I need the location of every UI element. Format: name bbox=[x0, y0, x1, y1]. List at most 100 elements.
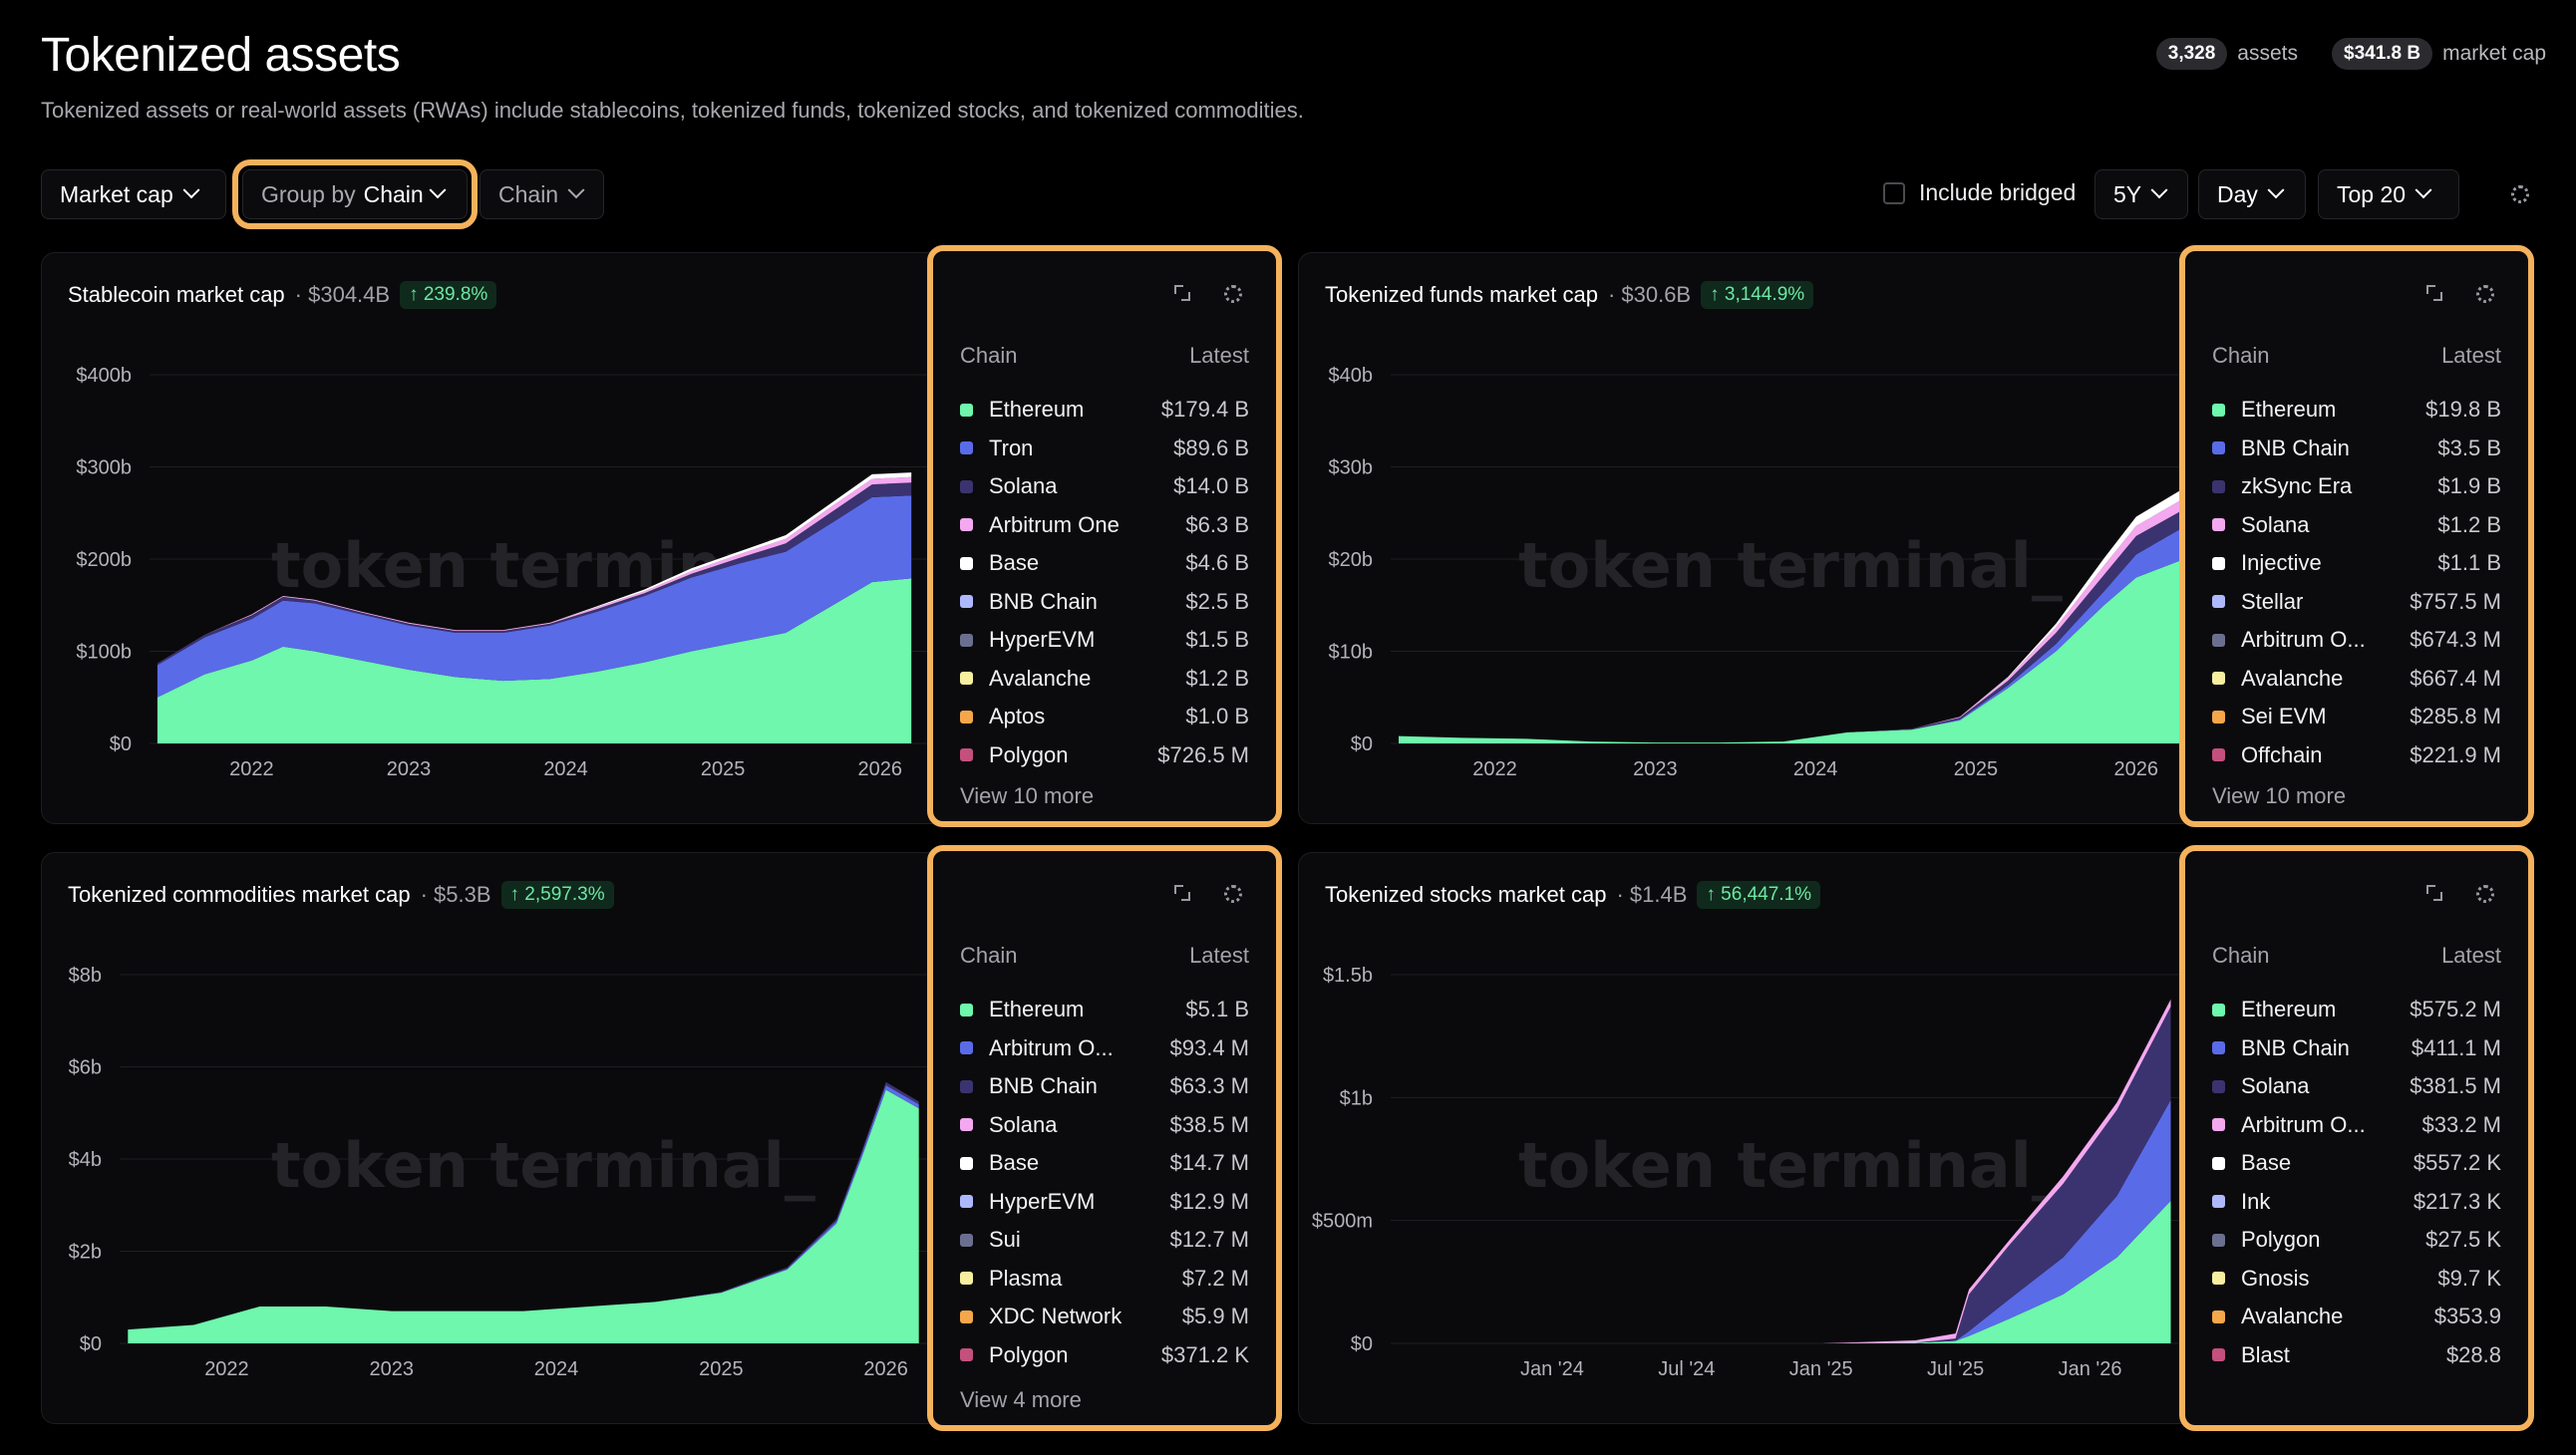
legend-item[interactable]: Polygon $371.2 K bbox=[960, 1336, 1249, 1375]
chart-title: Tokenized stocks market cap bbox=[1325, 882, 1607, 907]
legend-item[interactable]: BNB Chain $3.5 B bbox=[2212, 430, 2501, 468]
legend-item-value: $1.0 B bbox=[1185, 704, 1249, 729]
chevron-down-icon bbox=[429, 181, 447, 199]
legend-swatch bbox=[2212, 1348, 2225, 1362]
legend-item[interactable]: BNB Chain $411.1 M bbox=[2212, 1029, 2501, 1068]
legend-swatch bbox=[960, 595, 973, 609]
group-by-dropdown[interactable]: Group by Chain bbox=[232, 159, 478, 229]
legend-swatch bbox=[2212, 1310, 2225, 1323]
legend-item-value: $667.4 M bbox=[2410, 665, 2501, 691]
view-more-link[interactable]: View 10 more bbox=[960, 783, 1095, 808]
legend-item[interactable]: Ethereum $19.8 B bbox=[2212, 391, 2501, 430]
metric-dropdown[interactable]: Market cap bbox=[41, 169, 226, 219]
legend-item[interactable]: BNB Chain $2.5 B bbox=[960, 583, 1249, 622]
chart-header: Tokenized commodities market cap · $5.3B… bbox=[68, 881, 614, 909]
legend-item[interactable]: Injective $1.1 B bbox=[2212, 544, 2501, 583]
legend-item[interactable]: Blast $28.8 bbox=[2212, 1336, 2501, 1375]
legend-swatch bbox=[960, 1233, 973, 1247]
page-subtitle: Tokenized assets or real-world assets (R… bbox=[41, 98, 1304, 123]
expand-icon[interactable] bbox=[1174, 885, 1190, 901]
x-tick-label: 2024 bbox=[543, 758, 588, 780]
legend-item[interactable]: Plasma $7.2 M bbox=[960, 1260, 1249, 1299]
legend-item[interactable]: Gnosis $9.7 K bbox=[2212, 1260, 2501, 1299]
watermark: token terminal_ bbox=[1518, 1129, 2063, 1202]
top-n-dropdown[interactable]: Top 20 bbox=[2318, 169, 2459, 219]
legend-item[interactable]: Solana $14.0 B bbox=[960, 467, 1249, 506]
legend-item[interactable]: Arbitrum One $6.3 B bbox=[960, 506, 1249, 545]
legend-item[interactable]: Polygon $27.5 K bbox=[2212, 1221, 2501, 1260]
gear-icon[interactable] bbox=[1224, 885, 1242, 903]
legend-item[interactable]: Base $4.6 B bbox=[960, 544, 1249, 583]
legend-item[interactable]: Polygon $726.5 M bbox=[960, 736, 1249, 775]
legend-item[interactable]: Ethereum $575.2 M bbox=[2212, 991, 2501, 1029]
legend-item-value: $1.9 B bbox=[2437, 473, 2501, 499]
legend-item[interactable]: Sui $12.7 M bbox=[960, 1221, 1249, 1260]
legend-item[interactable]: Avalanche $1.2 B bbox=[960, 660, 1249, 699]
legend-item[interactable]: Ethereum $179.4 B bbox=[960, 391, 1249, 430]
chart-legend: Chain Latest Ethereum $575.2 M BNB Chain… bbox=[2179, 845, 2534, 1431]
legend-item[interactable]: Avalanche $353.9 bbox=[2212, 1298, 2501, 1336]
gear-icon[interactable] bbox=[2476, 285, 2494, 303]
legend-item-name: HyperEVM bbox=[989, 627, 1096, 653]
legend-item-value: $353.9 bbox=[2433, 1304, 2501, 1329]
include-bridged-checkbox[interactable] bbox=[1883, 181, 1905, 204]
legend-item[interactable]: Arbitrum O... $93.4 M bbox=[960, 1029, 1249, 1068]
legend-item[interactable]: Solana $38.5 M bbox=[960, 1106, 1249, 1145]
legend-item[interactable]: Arbitrum O... $674.3 M bbox=[2212, 621, 2501, 660]
y-tick-label: $0 bbox=[1351, 733, 1373, 755]
gear-icon[interactable] bbox=[1224, 285, 1242, 303]
toolbar: Market cap Group by Chain Chain Include … bbox=[41, 159, 2546, 229]
expand-icon[interactable] bbox=[2426, 885, 2442, 901]
legend-col-chain: Chain bbox=[960, 343, 1018, 368]
legend-item-value: $93.4 M bbox=[1169, 1034, 1250, 1060]
legend-item-value: $1.1 B bbox=[2437, 550, 2501, 576]
legend-item-value: $757.5 M bbox=[2410, 588, 2501, 614]
legend-swatch bbox=[2212, 556, 2225, 570]
legend-item-value: $14.7 M bbox=[1169, 1150, 1250, 1176]
expand-icon[interactable] bbox=[2426, 285, 2442, 301]
legend-item[interactable]: zkSync Era $1.9 B bbox=[2212, 467, 2501, 506]
legend-swatch bbox=[960, 710, 973, 724]
legend-item[interactable]: Tron $89.6 B bbox=[960, 430, 1249, 468]
legend-item[interactable]: Solana $381.5 M bbox=[2212, 1067, 2501, 1106]
range-dropdown[interactable]: 5Y bbox=[2094, 169, 2188, 219]
x-tick-label: 2024 bbox=[1793, 758, 1838, 780]
chain-filter-dropdown[interactable]: Chain bbox=[480, 169, 604, 219]
legend-swatch bbox=[2212, 1233, 2225, 1247]
legend-item-value: $38.5 M bbox=[1169, 1111, 1250, 1137]
legend-item[interactable]: Offchain $221.9 M bbox=[2212, 736, 2501, 775]
legend-item[interactable]: Solana $1.2 B bbox=[2212, 506, 2501, 545]
legend-item-name: Arbitrum One bbox=[989, 511, 1120, 537]
legend-item[interactable]: Avalanche $667.4 M bbox=[2212, 660, 2501, 699]
view-more-link[interactable]: View 10 more bbox=[2212, 783, 2347, 808]
view-more-link[interactable]: View 4 more bbox=[960, 1387, 1082, 1412]
y-tick-label: $20b bbox=[1329, 549, 1374, 571]
legend-item[interactable]: XDC Network $5.9 M bbox=[960, 1298, 1249, 1336]
x-tick-label: 2023 bbox=[1633, 758, 1678, 780]
metric-dropdown-label: Market cap bbox=[60, 180, 173, 207]
gear-icon bbox=[2511, 185, 2529, 203]
expand-icon[interactable] bbox=[1174, 285, 1190, 301]
legend-item[interactable]: HyperEVM $1.5 B bbox=[960, 621, 1249, 660]
legend-item-value: $12.7 M bbox=[1169, 1227, 1250, 1253]
gear-icon[interactable] bbox=[2476, 885, 2494, 903]
legend-item-name: Sui bbox=[989, 1227, 1021, 1253]
legend-item-value: $33.2 M bbox=[2421, 1111, 2502, 1137]
legend-item[interactable]: Ink $217.3 K bbox=[2212, 1183, 2501, 1222]
legend-item[interactable]: Aptos $1.0 B bbox=[960, 698, 1249, 736]
legend-item[interactable]: Stellar $757.5 M bbox=[2212, 583, 2501, 622]
legend-item[interactable]: Sei EVM $285.8 M bbox=[2212, 698, 2501, 736]
legend-item[interactable]: Arbitrum O... $33.2 M bbox=[2212, 1106, 2501, 1145]
legend-item[interactable]: BNB Chain $63.3 M bbox=[960, 1067, 1249, 1106]
settings-button[interactable] bbox=[2494, 169, 2546, 219]
legend-item[interactable]: Base $14.7 M bbox=[960, 1144, 1249, 1183]
include-bridged-toggle[interactable]: Include bridged bbox=[1883, 179, 2076, 206]
legend-item[interactable]: Ethereum $5.1 B bbox=[960, 991, 1249, 1029]
legend-item[interactable]: Base $557.2 K bbox=[2212, 1144, 2501, 1183]
chart-value: · $5.3B bbox=[420, 882, 491, 907]
legend-item[interactable]: HyperEVM $12.9 M bbox=[960, 1183, 1249, 1222]
y-tick-label: $4b bbox=[69, 1149, 102, 1171]
include-bridged-label: Include bridged bbox=[1919, 179, 2077, 205]
granularity-dropdown[interactable]: Day bbox=[2198, 169, 2306, 219]
legend-item-value: $221.9 M bbox=[2410, 741, 2501, 767]
